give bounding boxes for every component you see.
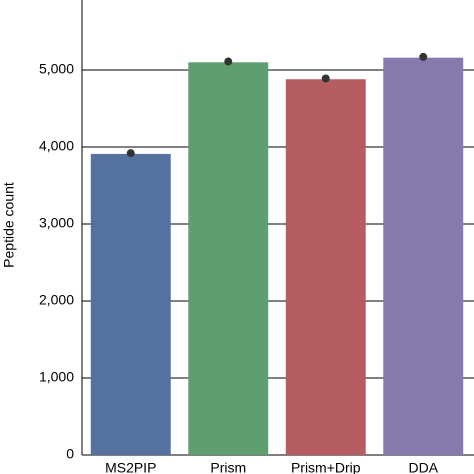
x-tick-label: Prism+Drip (291, 460, 361, 474)
y-tick-label: 0 (66, 446, 74, 462)
point (321, 74, 330, 83)
point (224, 57, 233, 66)
bar (90, 153, 171, 455)
x-tick-label: DDA (408, 460, 438, 474)
y-tick-label: 4,000 (39, 138, 74, 154)
bar (188, 62, 269, 456)
y-tick-label: 2,000 (39, 292, 74, 308)
bar (285, 79, 366, 456)
point (419, 52, 428, 61)
y-tick-label: 5,000 (39, 61, 74, 77)
y-tick-label: 3,000 (39, 215, 74, 231)
point (126, 149, 135, 158)
y-axis-label: Peptide count (1, 182, 17, 268)
x-tick-label: MS2PIP (105, 460, 156, 474)
x-tick-label: Prism (210, 460, 246, 474)
y-tick-label: 1,000 (39, 369, 74, 385)
bar (383, 57, 464, 456)
